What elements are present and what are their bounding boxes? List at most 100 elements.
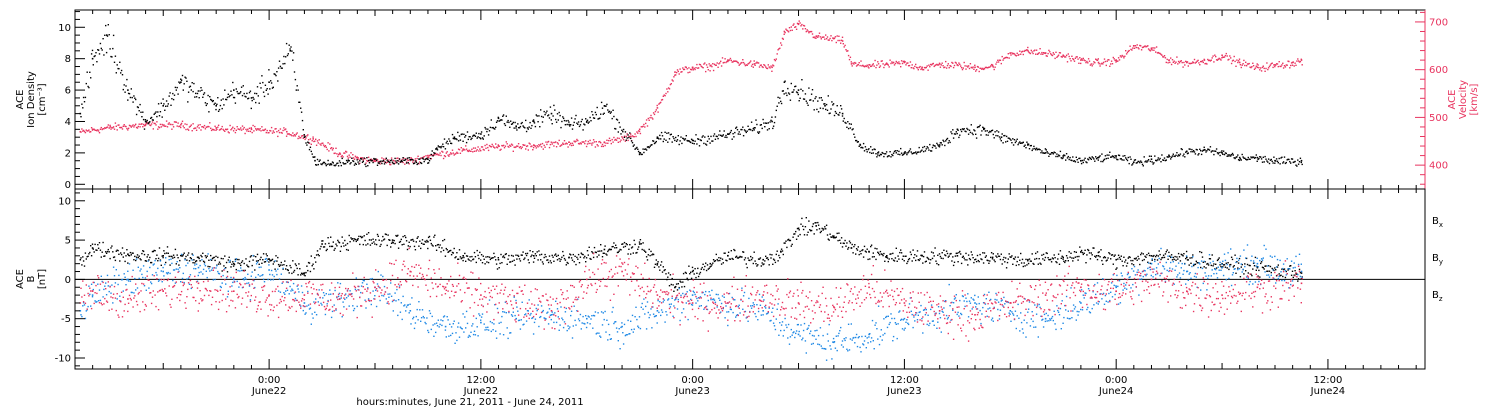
density-point: [1212, 150, 1214, 152]
velocity-point: [921, 67, 923, 70]
density-point: [851, 129, 853, 131]
velocity-point: [563, 140, 566, 142]
velocity-point: [277, 135, 279, 138]
velocity-point: [1192, 61, 1194, 63]
density-point: [1272, 162, 1274, 164]
velocity-point: [1222, 56, 1224, 58]
bx-point: [1249, 264, 1251, 267]
density-point: [842, 120, 844, 122]
velocity-point: [337, 153, 340, 156]
bx-point: [596, 256, 598, 258]
by-point: [355, 277, 357, 279]
by-point: [353, 307, 356, 310]
by-point: [90, 305, 92, 307]
bx-point: [1145, 256, 1147, 258]
density-point: [717, 137, 719, 140]
density-point: [384, 161, 387, 163]
velocity-point: [448, 155, 450, 157]
bx-point: [190, 257, 192, 260]
density-point: [847, 121, 849, 123]
velocity-point: [392, 159, 394, 162]
by-point: [179, 267, 181, 269]
bx-point: [242, 269, 244, 272]
velocity-point: [972, 66, 974, 68]
velocity-point: [382, 158, 385, 160]
bx-point: [143, 253, 146, 256]
velocity-point: [556, 142, 559, 144]
bx-data-point: [79, 258, 82, 261]
velocity-point: [1230, 62, 1233, 65]
bx-point: [1270, 271, 1272, 274]
bx-point: [179, 259, 181, 262]
bx-point: [498, 267, 500, 269]
velocity-point: [588, 142, 590, 145]
by-point: [390, 295, 393, 297]
by-point: [212, 279, 214, 281]
velocity-point: [685, 66, 687, 68]
velocity-point: [723, 61, 725, 64]
density-point: [213, 103, 215, 106]
velocity-point: [952, 66, 955, 69]
bx-point: [347, 249, 349, 251]
density-point: [706, 140, 709, 142]
bx-point: [883, 252, 885, 255]
bx-point: [1074, 256, 1077, 258]
bx-point: [902, 255, 904, 257]
density-point: [452, 137, 454, 140]
by-point: [265, 257, 267, 260]
density-point: [792, 91, 794, 93]
density-point: [735, 127, 737, 129]
by-point: [616, 331, 619, 333]
by-point: [412, 316, 415, 318]
by-point: [84, 317, 87, 320]
density-point: [127, 92, 130, 95]
velocity-point: [152, 128, 154, 130]
by-point: [585, 326, 588, 329]
density-point: [484, 126, 486, 129]
velocity-point: [81, 128, 83, 130]
bx-point: [324, 243, 327, 245]
velocity-point: [1148, 49, 1151, 51]
density-point: [402, 157, 404, 159]
velocity-point: [1252, 62, 1254, 64]
bx-point: [803, 234, 806, 236]
velocity-point: [464, 149, 466, 151]
bx-point: [417, 236, 419, 238]
density-point: [1134, 159, 1137, 161]
velocity-point: [1114, 59, 1116, 62]
by-point: [477, 335, 479, 337]
bx-point: [366, 233, 368, 235]
bx-point: [374, 243, 376, 245]
velocity-point: [682, 67, 684, 69]
bx-point: [1102, 257, 1105, 259]
by-point: [330, 293, 332, 295]
bx-point: [576, 256, 578, 259]
density-point: [360, 158, 362, 160]
velocity-point: [137, 125, 139, 128]
by-point: [532, 317, 534, 319]
bx-point: [103, 255, 105, 257]
velocity-point: [586, 143, 589, 145]
velocity-point: [929, 66, 931, 68]
density-data-point: [250, 97, 253, 99]
bx-point: [1277, 264, 1279, 266]
velocity-point: [637, 132, 639, 134]
velocity-point: [214, 125, 216, 127]
velocity-point: [593, 141, 596, 143]
bx-point: [1154, 258, 1156, 261]
velocity-point: [436, 153, 439, 155]
bx-point: [710, 265, 712, 267]
velocity-point: [425, 155, 427, 157]
by-point: [199, 264, 201, 267]
density-point: [996, 130, 998, 132]
density-point: [662, 140, 664, 143]
velocity-point: [1170, 57, 1172, 59]
velocity-point: [435, 153, 438, 156]
by-point: [510, 314, 513, 316]
density-point: [1041, 150, 1043, 152]
bx-point: [1209, 258, 1212, 260]
velocity-point: [1301, 64, 1303, 66]
density-point: [429, 157, 432, 160]
density-point: [814, 97, 816, 100]
density-point: [686, 139, 688, 142]
